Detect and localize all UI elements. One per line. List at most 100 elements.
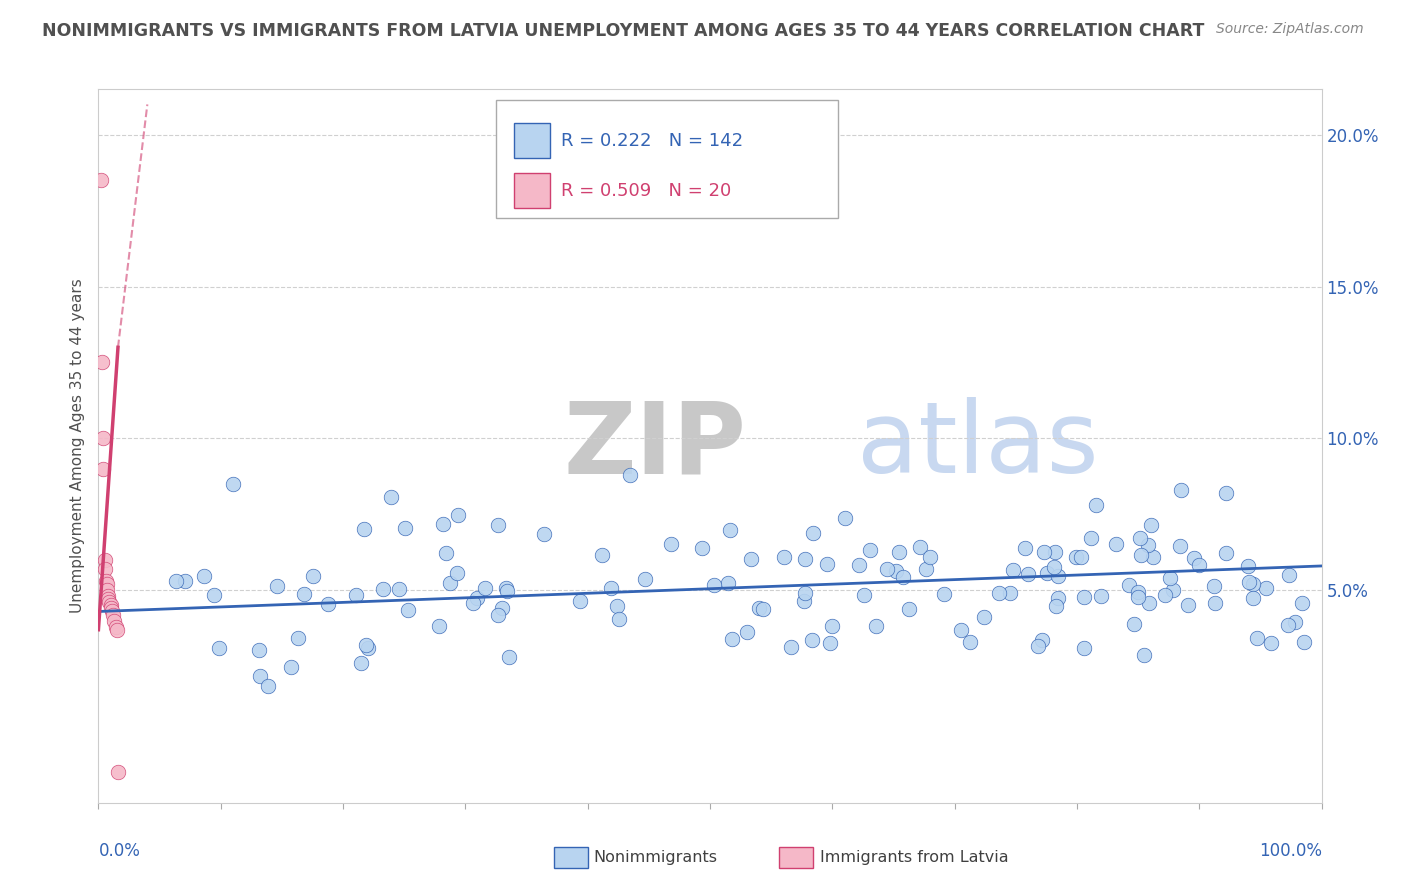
Point xyxy=(1118,578,1140,592)
Point xyxy=(434,546,457,560)
Point xyxy=(91,431,114,445)
Point xyxy=(1043,544,1066,558)
Point xyxy=(865,619,887,633)
Point xyxy=(350,657,373,671)
Point xyxy=(1177,598,1199,612)
Point xyxy=(1002,563,1025,577)
Point xyxy=(266,579,288,593)
Point xyxy=(103,614,125,628)
Point xyxy=(987,586,1010,600)
Point xyxy=(752,602,775,616)
Point xyxy=(1085,499,1108,513)
Point xyxy=(432,516,454,531)
Point xyxy=(1035,566,1057,581)
Point xyxy=(1241,576,1264,591)
Point xyxy=(486,608,509,623)
Point xyxy=(1046,569,1069,583)
Point xyxy=(1133,648,1156,662)
Point xyxy=(104,620,127,634)
FancyBboxPatch shape xyxy=(515,123,550,159)
Point xyxy=(202,588,225,602)
Point xyxy=(1017,567,1039,582)
Point xyxy=(690,541,713,556)
Point xyxy=(96,583,118,598)
Point xyxy=(371,582,394,596)
Point xyxy=(1080,531,1102,545)
Point xyxy=(950,623,973,637)
Point xyxy=(884,564,907,578)
Point xyxy=(1014,541,1036,555)
Point xyxy=(1246,632,1268,646)
Point xyxy=(1137,596,1160,610)
Text: 0.0%: 0.0% xyxy=(98,842,141,860)
Point xyxy=(344,589,367,603)
Point xyxy=(801,526,824,541)
Point xyxy=(792,594,814,608)
Point xyxy=(910,541,932,555)
Point xyxy=(94,574,117,588)
Point xyxy=(1130,548,1153,562)
Point xyxy=(96,577,118,591)
Point xyxy=(461,596,484,610)
Point xyxy=(717,575,740,590)
FancyBboxPatch shape xyxy=(515,173,550,209)
Point xyxy=(1237,558,1260,573)
Point xyxy=(748,600,770,615)
Point xyxy=(1204,579,1226,593)
Point xyxy=(100,601,122,615)
Point xyxy=(1170,483,1192,497)
Point xyxy=(735,624,758,639)
Point xyxy=(97,590,120,604)
Point xyxy=(93,562,115,576)
Point xyxy=(876,562,898,576)
Point xyxy=(249,669,271,683)
Text: Source: ZipAtlas.com: Source: ZipAtlas.com xyxy=(1216,22,1364,37)
Point xyxy=(794,586,817,600)
Point xyxy=(891,570,914,584)
Point xyxy=(818,636,841,650)
Point xyxy=(887,545,910,559)
Point xyxy=(292,587,315,601)
Point xyxy=(973,610,995,624)
Point xyxy=(607,612,630,626)
Point xyxy=(1278,567,1301,582)
Point xyxy=(1045,599,1067,613)
Point xyxy=(101,605,124,619)
Point xyxy=(634,573,657,587)
Point xyxy=(91,462,114,476)
Point xyxy=(486,517,509,532)
Point xyxy=(591,548,613,562)
Point xyxy=(287,631,309,645)
Text: ZIP: ZIP xyxy=(564,398,747,494)
Point xyxy=(256,679,278,693)
Point xyxy=(491,601,513,615)
FancyBboxPatch shape xyxy=(496,100,838,218)
Point xyxy=(107,765,129,780)
Text: Immigrants from Latvia: Immigrants from Latvia xyxy=(820,850,1008,864)
Point xyxy=(1136,537,1159,551)
Point xyxy=(93,553,115,567)
Point xyxy=(1032,545,1054,559)
Point xyxy=(97,592,120,607)
Text: R = 0.509   N = 20: R = 0.509 N = 20 xyxy=(561,182,731,200)
Point xyxy=(98,595,121,609)
Point xyxy=(174,574,197,589)
Point xyxy=(773,550,796,565)
Point xyxy=(474,581,496,595)
Point xyxy=(721,632,744,647)
Point xyxy=(446,508,468,523)
Point xyxy=(834,511,856,525)
Point xyxy=(101,607,124,622)
Point xyxy=(1215,546,1237,560)
Point xyxy=(703,578,725,592)
Point xyxy=(606,599,628,613)
Point xyxy=(1284,615,1306,629)
Point xyxy=(848,558,870,572)
Point xyxy=(100,599,122,613)
Point xyxy=(495,581,517,595)
Point xyxy=(1090,589,1112,603)
Point xyxy=(208,641,231,656)
Point xyxy=(934,587,956,601)
Point xyxy=(1073,640,1095,655)
Point xyxy=(897,602,920,616)
